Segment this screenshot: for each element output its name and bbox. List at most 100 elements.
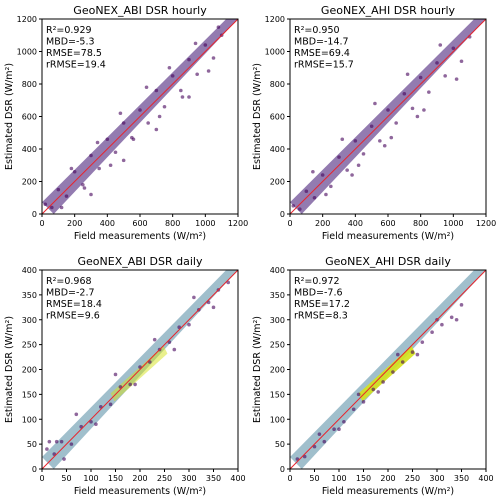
data-point (350, 173, 354, 177)
x-tick-label: 400 (100, 219, 115, 228)
data-point (361, 400, 366, 404)
data-point (81, 182, 85, 187)
data-point (121, 158, 126, 163)
x-tick-label: 600 (132, 219, 147, 228)
data-point (131, 137, 136, 142)
data-point (105, 137, 110, 142)
y-tick-label: 1000 (265, 48, 285, 57)
density-core (110, 345, 168, 402)
y-tick-label: 0 (280, 210, 285, 219)
data-point (45, 447, 49, 451)
stat-label: RMSE=78.5 (46, 48, 102, 59)
y-axis-label: Estimated DSR (W/m²) (252, 63, 263, 170)
data-point (329, 184, 333, 189)
data-point (47, 439, 52, 444)
x-axis-label: Field measurements (W/m²) (322, 231, 454, 242)
data-point (459, 303, 464, 307)
data-point (378, 139, 382, 143)
data-point (410, 106, 415, 111)
x-tick-label: 800 (413, 219, 428, 228)
data-point (195, 72, 199, 77)
y-tick-label: 50 (275, 440, 285, 449)
data-point (351, 407, 356, 412)
stat-label: MBD=-7.6 (294, 288, 343, 299)
data-point (62, 457, 66, 461)
data-point (400, 360, 405, 364)
y-tick-label: 100 (270, 415, 285, 424)
y-tick-label: 300 (270, 316, 285, 325)
y-tick-label: 0 (32, 210, 37, 219)
data-point (64, 194, 69, 198)
data-point (459, 59, 464, 64)
data-point (449, 315, 454, 320)
x-tick-label: 200 (380, 474, 395, 483)
x-tick-label: 350 (206, 474, 221, 483)
y-tick-label: 600 (270, 113, 285, 122)
x-tick-label: 600 (380, 219, 395, 228)
y-tick-label: 100 (22, 415, 37, 424)
data-point (322, 439, 327, 444)
data-point (216, 25, 221, 29)
y-tick-label: 400 (270, 145, 285, 154)
data-point (89, 192, 93, 197)
panel-1: 0 200 400 600 800 1000 1200 0 200 400 600 800 1000 12… (4, 4, 248, 242)
data-point (324, 192, 328, 197)
data-point (386, 108, 390, 112)
data-point (317, 432, 322, 436)
stat-label: RMSE=17.2 (294, 299, 350, 310)
chart-title: GeoNEX_ABI DSR hourly (73, 4, 207, 17)
x-tick-label: 0 (39, 474, 44, 483)
x-tick-label: 0 (39, 219, 44, 228)
x-tick-label: 300 (429, 474, 444, 483)
x-tick-label: 800 (165, 219, 180, 228)
data-point (340, 137, 345, 142)
x-tick-label: 100 (331, 474, 346, 483)
y-tick-label: 800 (22, 80, 37, 89)
data-point (97, 166, 101, 171)
y-tick-label: 200 (22, 366, 37, 375)
x-tick-label: 150 (108, 474, 123, 483)
data-point (203, 43, 208, 47)
data-point (422, 108, 426, 112)
stat-label: R²=0.929 (46, 25, 92, 36)
data-point (144, 85, 149, 90)
data-point (320, 173, 325, 177)
data-point (72, 169, 77, 174)
data-point (108, 402, 113, 407)
data-point (69, 166, 74, 171)
x-tick-label: 0 (287, 219, 292, 228)
data-point (89, 153, 93, 158)
x-axis-label: Field measurements (W/m²) (74, 231, 206, 242)
data-point (342, 419, 346, 424)
data-point (94, 422, 98, 427)
data-point (128, 382, 132, 387)
stat-label: rRMSE=9.6 (46, 311, 100, 322)
data-point (402, 91, 407, 96)
data-point (454, 77, 459, 81)
data-point (381, 380, 385, 384)
data-point (180, 95, 185, 99)
x-tick-label: 200 (315, 219, 330, 228)
data-point (337, 155, 341, 159)
data-point (410, 350, 415, 354)
data-point (162, 104, 167, 109)
stat-label: R²=0.972 (294, 276, 340, 287)
x-tick-label: 200 (67, 219, 82, 228)
y-tick-label: 0 (280, 465, 285, 474)
x-tick-label: 250 (157, 474, 172, 483)
data-point (69, 442, 74, 446)
data-point (415, 352, 420, 357)
data-point (179, 88, 183, 93)
data-point (170, 74, 175, 78)
y-tick-label: 250 (22, 341, 37, 350)
x-tick-label: 50 (61, 474, 71, 483)
stat-label: R²=0.968 (46, 276, 92, 287)
data-point (152, 337, 157, 342)
one-to-one-line (289, 18, 487, 215)
y-tick-label: 1200 (17, 15, 37, 24)
y-axis-label: Estimated DSR (W/m²) (4, 63, 15, 170)
data-point (192, 295, 196, 300)
data-point (427, 90, 431, 94)
data-point (113, 150, 118, 155)
